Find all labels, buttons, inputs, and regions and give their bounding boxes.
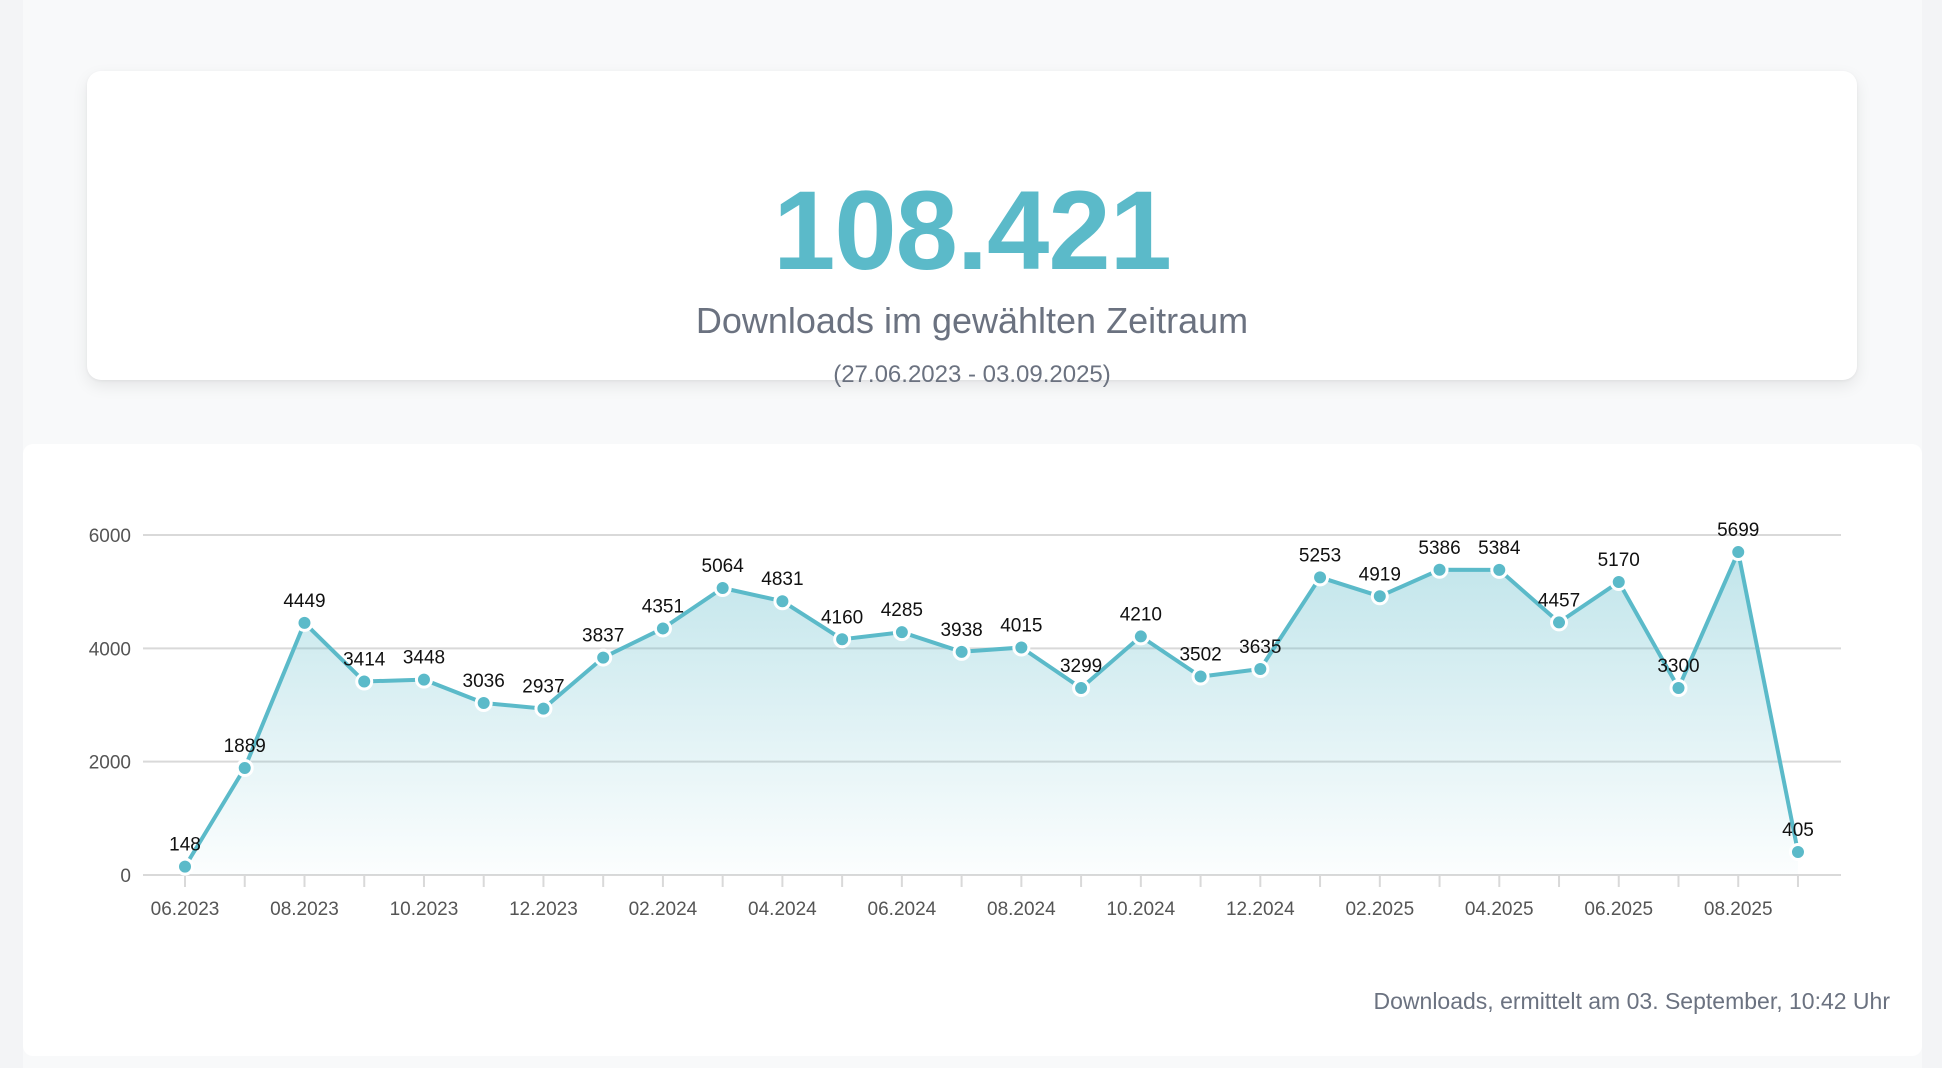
data-value-label: 3414 bbox=[343, 650, 386, 671]
data-point[interactable] bbox=[1669, 679, 1688, 697]
data-line bbox=[183, 550, 1800, 868]
data-point[interactable] bbox=[1012, 638, 1031, 657]
x-tick-label: 02.2024 bbox=[629, 899, 698, 920]
data-point[interactable] bbox=[594, 648, 613, 667]
x-tick-label: 08.2025 bbox=[1704, 899, 1773, 920]
data-value-label: 2937 bbox=[522, 677, 564, 698]
data-point[interactable] bbox=[833, 630, 852, 649]
x-tick-label: 06.2024 bbox=[868, 899, 937, 920]
x-tick-label: 10.2023 bbox=[390, 899, 459, 920]
x-tick-label: 06.2025 bbox=[1584, 899, 1653, 920]
data-value-label: 5253 bbox=[1299, 545, 1341, 566]
y-tick-label: 4000 bbox=[89, 639, 131, 660]
data-point[interactable] bbox=[414, 670, 433, 689]
y-tick-label: 0 bbox=[120, 866, 131, 887]
area-fill bbox=[185, 552, 1798, 875]
downloads-area-chart: 0 2000 4000 6000 06.2023 08.2023 10.2023 12.20… bbox=[89, 520, 1841, 920]
data-value-label: 3837 bbox=[582, 626, 624, 647]
data-value-label: 4351 bbox=[642, 596, 684, 617]
data-point[interactable] bbox=[1191, 667, 1210, 686]
data-value-label: 4015 bbox=[1000, 615, 1042, 636]
data-value-label: 4210 bbox=[1120, 604, 1162, 625]
data-value-label: 5384 bbox=[1478, 538, 1521, 559]
data-point[interactable] bbox=[1609, 573, 1628, 592]
data-value-label: 5064 bbox=[702, 556, 745, 577]
data-value-label: 3448 bbox=[403, 648, 445, 669]
x-tick-label: 08.2023 bbox=[270, 899, 339, 920]
total-downloads-label: Downloads im gewählten Zeitraum bbox=[695, 300, 1249, 341]
x-tick-label: 10.2024 bbox=[1106, 899, 1175, 920]
data-point[interactable] bbox=[1311, 568, 1330, 587]
data-value-label: 3502 bbox=[1179, 645, 1221, 666]
data-value-label: 3036 bbox=[463, 671, 505, 692]
data-point[interactable] bbox=[1430, 560, 1449, 579]
data-value-label: 4457 bbox=[1538, 590, 1580, 611]
data-point[interactable] bbox=[892, 623, 911, 642]
data-value-label: 4160 bbox=[821, 607, 863, 628]
data-point[interactable] bbox=[1251, 660, 1270, 679]
x-tick-label: 12.2024 bbox=[1226, 899, 1295, 920]
date-range: (27.06.2023 - 03.09.2025) bbox=[833, 361, 1111, 388]
data-value-label: 405 bbox=[1782, 820, 1814, 841]
data-value-label: 3938 bbox=[940, 620, 982, 641]
data-point[interactable] bbox=[534, 699, 553, 718]
data-points bbox=[176, 543, 1807, 876]
data-value-label: 4285 bbox=[881, 600, 923, 621]
x-tick-label: 06.2023 bbox=[151, 899, 220, 920]
data-value-label: 148 bbox=[169, 835, 201, 856]
data-value-label: 4831 bbox=[761, 569, 803, 590]
data-point[interactable] bbox=[1550, 613, 1569, 632]
data-point[interactable] bbox=[176, 857, 194, 876]
data-value-label: 5170 bbox=[1598, 550, 1640, 571]
data-point[interactable] bbox=[713, 579, 732, 598]
data-point[interactable] bbox=[1490, 560, 1509, 579]
summary-card: 108.421 Downloads im gewählten Zeitraum … bbox=[87, 71, 1857, 387]
x-tick-label: 08.2024 bbox=[987, 899, 1056, 920]
x-tick-label: 02.2025 bbox=[1345, 899, 1414, 920]
data-point[interactable] bbox=[1788, 843, 1807, 862]
data-point[interactable] bbox=[474, 693, 493, 712]
data-point[interactable] bbox=[235, 758, 254, 777]
data-point[interactable] bbox=[355, 672, 374, 691]
data-value-label: 4919 bbox=[1359, 564, 1401, 585]
y-tick-label: 2000 bbox=[89, 753, 131, 774]
x-tick-label: 12.2023 bbox=[509, 899, 578, 920]
data-point[interactable] bbox=[653, 619, 672, 638]
data-point[interactable] bbox=[1370, 587, 1389, 606]
data-point[interactable] bbox=[1072, 679, 1091, 698]
data-value-label: 5699 bbox=[1717, 520, 1759, 541]
data-value-label: 4449 bbox=[283, 591, 325, 612]
data-labels: 148 1889 4449 3414 3448 3036 2937 3837 4351 5064 4… bbox=[169, 520, 1814, 856]
data-point[interactable] bbox=[773, 592, 792, 611]
y-axis: 0 2000 4000 6000 bbox=[89, 526, 131, 887]
data-value-label: 3635 bbox=[1239, 637, 1281, 658]
x-tick-label: 04.2025 bbox=[1465, 899, 1534, 920]
chart-card: 0 2000 4000 6000 06.2023 08.2023 10.2023 12.20… bbox=[23, 444, 1922, 1056]
data-point[interactable] bbox=[1729, 543, 1748, 562]
data-point[interactable] bbox=[295, 613, 314, 632]
data-value-label: 5386 bbox=[1418, 538, 1460, 559]
data-value-label: 3299 bbox=[1060, 656, 1102, 677]
total-downloads-value: 108.421 bbox=[773, 168, 1172, 293]
data-value-label: 1889 bbox=[224, 736, 266, 757]
y-tick-label: 6000 bbox=[89, 526, 131, 547]
x-axis: 06.2023 08.2023 10.2023 12.2023 02.2024 04.20… bbox=[151, 875, 1799, 920]
data-point[interactable] bbox=[952, 642, 971, 661]
footer-note: Downloads, ermittelt am 03. September, 1… bbox=[1373, 988, 1890, 1014]
data-value-label: 3300 bbox=[1657, 656, 1699, 677]
x-tick-label: 04.2024 bbox=[748, 899, 817, 920]
data-point[interactable] bbox=[1131, 627, 1150, 646]
